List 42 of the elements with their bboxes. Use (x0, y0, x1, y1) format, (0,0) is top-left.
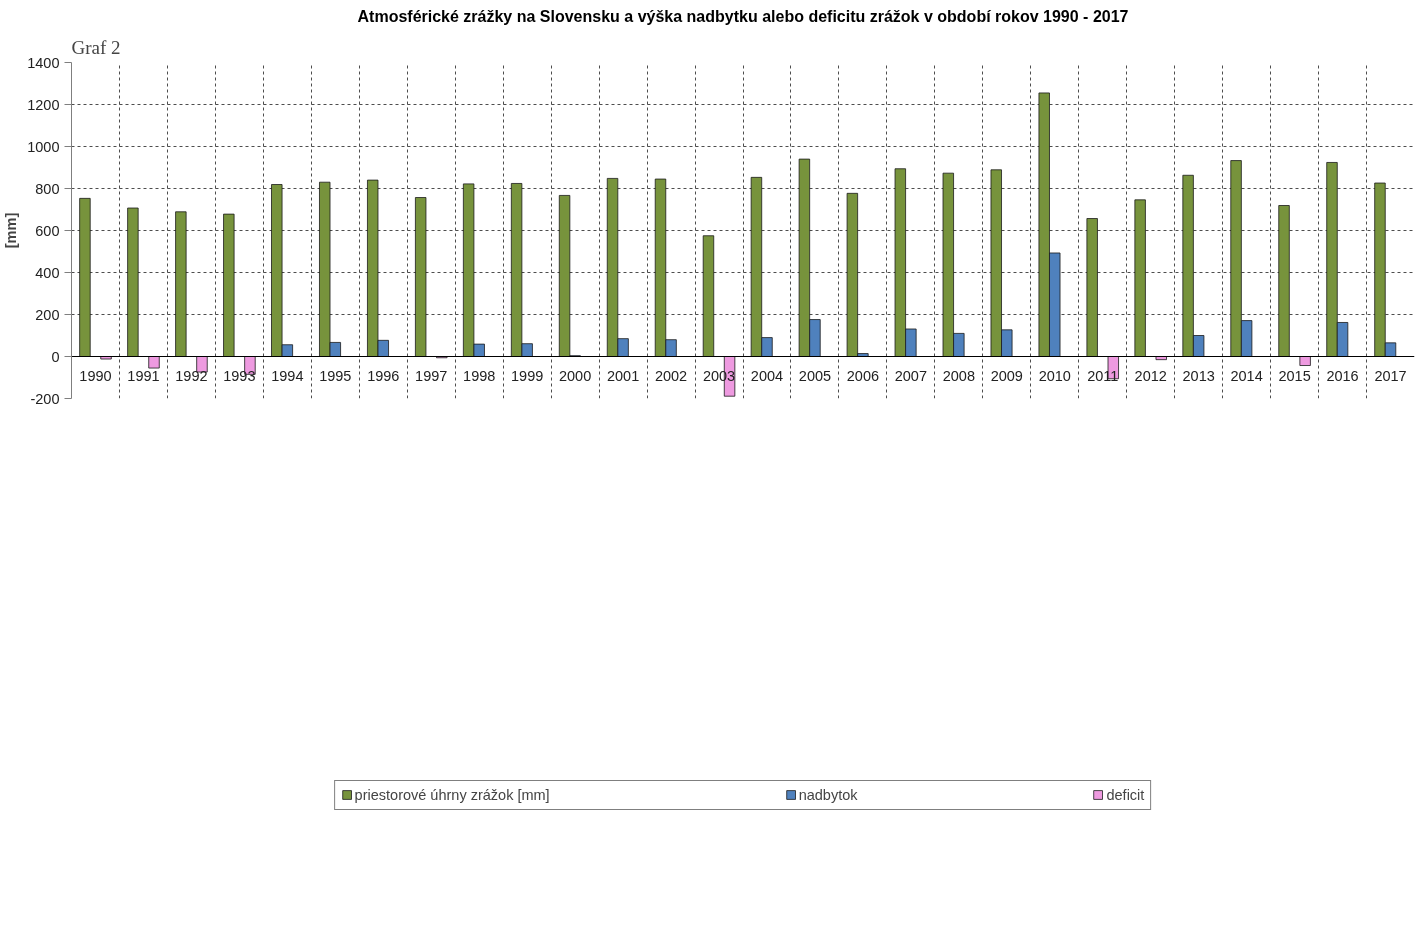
x-tick-label: 1996 (367, 367, 400, 384)
x-tick-label: 2017 (1374, 367, 1407, 384)
x-tick-label: 2007 (894, 367, 928, 384)
x-tick-label: 1991 (127, 367, 160, 384)
chart-title: Atmosférické zrážky na Slovensku a výška nadbytku alebo deficitu zrážok v období rokov 1990 - 2017 (357, 7, 1129, 25)
x-tick-label: 2009 (990, 367, 1023, 384)
y-axis-title: [mm] (3, 212, 20, 249)
x-tick-label: 2005 (798, 367, 832, 384)
x-tick-label: 2011 (1087, 367, 1119, 384)
x-tick-label: 2013 (1182, 367, 1215, 384)
y-tick-label: 1400 (27, 54, 60, 71)
x-tick-label: 2006 (846, 367, 880, 384)
x-tick-label: 1999 (511, 367, 544, 384)
x-tick-label: 2015 (1278, 367, 1311, 384)
y-tick-label: 800 (35, 180, 60, 197)
y-tick-label: 1000 (27, 138, 60, 155)
x-tick-label: 1995 (319, 367, 352, 384)
x-tick-label: 1992 (175, 367, 208, 384)
x-tick-label: 1994 (271, 367, 304, 384)
x-tick-label: 2016 (1326, 367, 1359, 384)
x-tick-label: 2012 (1134, 367, 1167, 384)
text: Graf 2 (71, 36, 121, 58)
legend-label: nadbytok (798, 786, 858, 803)
x-tick-label: 2002 (654, 367, 688, 384)
x-tick-label: 1990 (79, 367, 112, 384)
x-tick-label: 2008 (942, 367, 975, 384)
y-tick-label: 400 (35, 264, 60, 281)
x-tick-label: 2004 (750, 367, 784, 384)
x-tick-label: 2001 (606, 367, 640, 384)
x-tick-label: 2014 (1230, 367, 1263, 384)
y-tick-label: 0 (51, 348, 60, 365)
x-tick-label: 1997 (415, 367, 448, 384)
y-tick-label: -200 (30, 390, 60, 407)
legend-label: deficit (1106, 786, 1145, 803)
y-tick-label: 600 (35, 222, 60, 239)
y-tick-label: 200 (35, 306, 60, 323)
x-tick-label: 1998 (463, 367, 496, 384)
legend-label: priestorové úhrny zrážok [mm] (354, 786, 550, 803)
x-tick-label: 1993 (223, 367, 256, 384)
x-tick-label: 2010 (1038, 367, 1071, 384)
y-tick-label: 1200 (27, 96, 60, 113)
x-tick-label: 2000 (559, 367, 592, 384)
